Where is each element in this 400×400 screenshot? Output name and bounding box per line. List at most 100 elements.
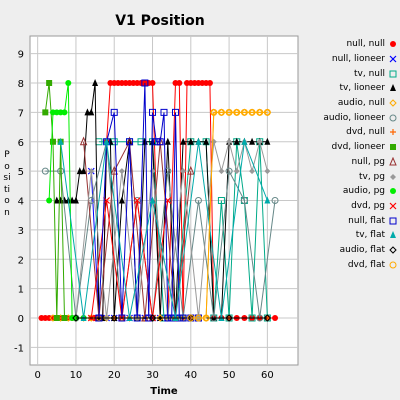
- data-point: [249, 137, 256, 145]
- data-point: [217, 197, 225, 204]
- y-tick-label: 0: [18, 314, 24, 325]
- data-point: [171, 108, 179, 116]
- data-point: [110, 165, 118, 175]
- data-point: [180, 137, 187, 145]
- data-point: [42, 109, 49, 116]
- legend-item: audio, null: [300, 96, 398, 111]
- legend-marker-icon: [389, 156, 397, 166]
- x-tick-label: 20: [108, 370, 121, 381]
- legend-marker-icon: [390, 188, 396, 195]
- data-point: [133, 197, 141, 204]
- data-point: [103, 137, 110, 145]
- data-point: [210, 108, 218, 116]
- legend-marker-shape: [389, 217, 397, 225]
- data-point: [160, 108, 168, 116]
- data-point: [187, 165, 195, 175]
- legend-item: null, pg: [300, 155, 398, 170]
- legend-marker-icon: [389, 55, 397, 63]
- legend-item: audio, lioneer: [300, 110, 398, 125]
- legend-label: audio, flat: [339, 244, 385, 255]
- legend-marker-icon: [390, 41, 396, 48]
- data-point: [195, 137, 202, 145]
- y-tick-label: 9: [18, 50, 24, 61]
- y-tick-label: 1: [18, 285, 24, 296]
- legend-marker-shape: [390, 84, 396, 92]
- legend-item: null, flat: [300, 213, 398, 228]
- legend-item: dvd, pg: [300, 199, 398, 214]
- y-tick-label: 4: [18, 197, 24, 208]
- data-point: [118, 168, 125, 175]
- data-point: [49, 138, 56, 145]
- data-point: [46, 80, 53, 86]
- data-point: [79, 136, 88, 146]
- data-point: [263, 314, 272, 322]
- data-point: [149, 80, 156, 86]
- legend-label: null, null: [346, 39, 385, 50]
- data-point: [264, 196, 271, 204]
- legend-label: tv, null: [354, 68, 385, 79]
- data-point: [92, 79, 99, 86]
- data-point: [110, 314, 118, 322]
- series-line: [44, 82, 65, 319]
- y-tick-label: 5: [18, 167, 24, 178]
- legend-label: null, lioneer: [331, 54, 385, 65]
- data-point: [240, 197, 248, 204]
- data-point: [206, 80, 213, 86]
- data-point: [88, 168, 95, 175]
- legend-marker-shape: [390, 129, 396, 136]
- legend-label: null, flat: [348, 215, 385, 226]
- legend-label: audio, pg: [342, 186, 385, 197]
- tick-labels: 0 10 20 30 40 50 60 -1 0 1 2 3 4 5 6 7 8 9: [14, 50, 274, 381]
- legend-marker-icon: [389, 246, 397, 254]
- legend-marker-icon: [390, 84, 396, 92]
- legend-item: dvd, flat: [300, 257, 398, 272]
- legend-label: tv, flat: [355, 230, 385, 241]
- data-point: [218, 168, 225, 175]
- x-tick-label: 40: [184, 370, 197, 381]
- data-point: [194, 197, 202, 204]
- legend-marker-icon: [389, 114, 397, 122]
- data-point: [61, 315, 68, 321]
- chart-title: V1 Position: [115, 13, 205, 29]
- data-point: [152, 138, 160, 146]
- legend-label: audio, null: [337, 98, 385, 109]
- data-point: [88, 108, 95, 116]
- legend-label: audio, lioneer: [323, 112, 385, 123]
- legend-item: dvd, lioneer: [300, 140, 398, 155]
- data-point: [148, 314, 157, 322]
- data-point: [226, 138, 233, 145]
- y-tick-label: 2: [18, 255, 24, 266]
- data-point: [272, 315, 279, 321]
- data-point: [217, 108, 225, 116]
- y-tick-label: 3: [18, 226, 24, 237]
- data-point: [141, 79, 149, 87]
- data-point: [110, 108, 118, 116]
- legend-item: tv, lioneer: [300, 81, 398, 96]
- legend-label: dvd, null: [346, 127, 385, 138]
- y-tick-label: 6: [18, 138, 24, 149]
- data-point: [149, 137, 156, 145]
- data-point: [225, 108, 233, 116]
- legend-item: audio, flat: [300, 243, 398, 258]
- x-tick-label: 50: [223, 370, 236, 381]
- data-point: [126, 138, 134, 146]
- legend-marker-icon: [390, 173, 396, 180]
- x-tick-label: 10: [70, 370, 83, 381]
- legend-item: tv, pg: [300, 169, 398, 184]
- legend-marker-icon: [389, 261, 397, 269]
- data-point: [233, 168, 240, 175]
- legend-marker-icon: [390, 144, 396, 151]
- legend-label: tv, pg: [358, 171, 385, 182]
- data-point: [241, 137, 248, 145]
- legend-marker-shape: [389, 246, 397, 254]
- legend-marker-shape: [389, 99, 397, 107]
- legend-label: null, pg: [351, 156, 385, 167]
- data-point: [248, 108, 256, 116]
- legend-marker-shape: [390, 231, 396, 239]
- legend-item: null, lioneer: [300, 52, 398, 67]
- legend-item: audio, pg: [300, 184, 398, 199]
- data-point: [46, 197, 53, 204]
- data-point: [233, 137, 240, 145]
- data-point: [233, 108, 241, 116]
- data-point: [264, 137, 271, 145]
